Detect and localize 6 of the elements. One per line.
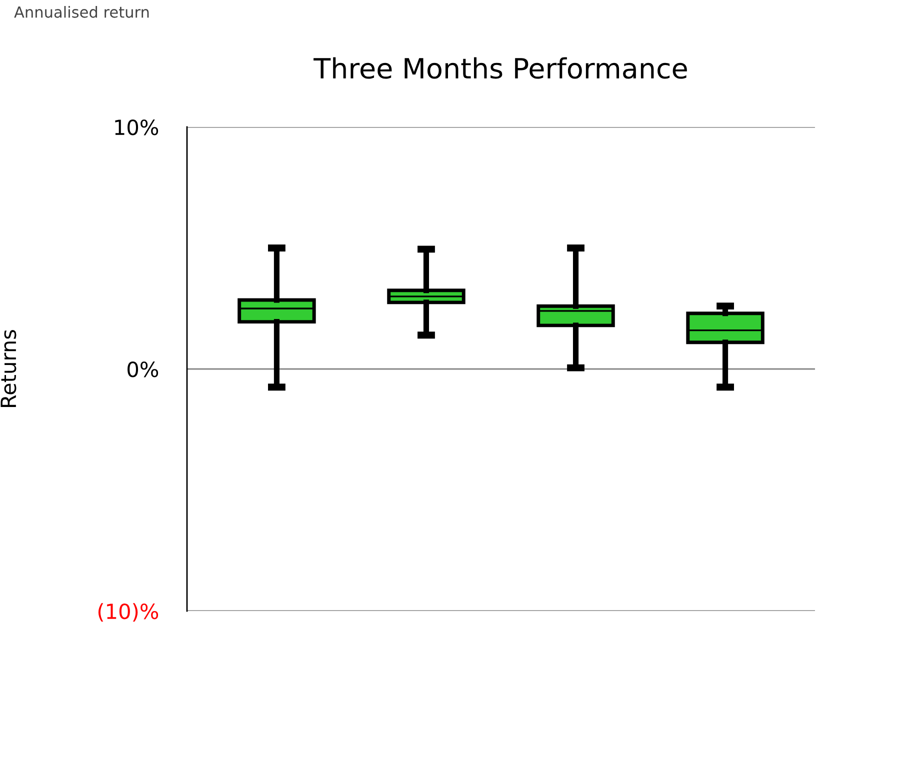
text: Annualised return — [14, 6, 149, 18]
y-tick-label: (10)% — [98, 603, 158, 622]
y-tick-label: 10% — [115, 119, 158, 136]
y-tick-label: 0% — [128, 361, 158, 378]
chart-title: Three Months Performance — [314, 57, 687, 79]
y-axis-title: Returns — [0, 330, 16, 407]
